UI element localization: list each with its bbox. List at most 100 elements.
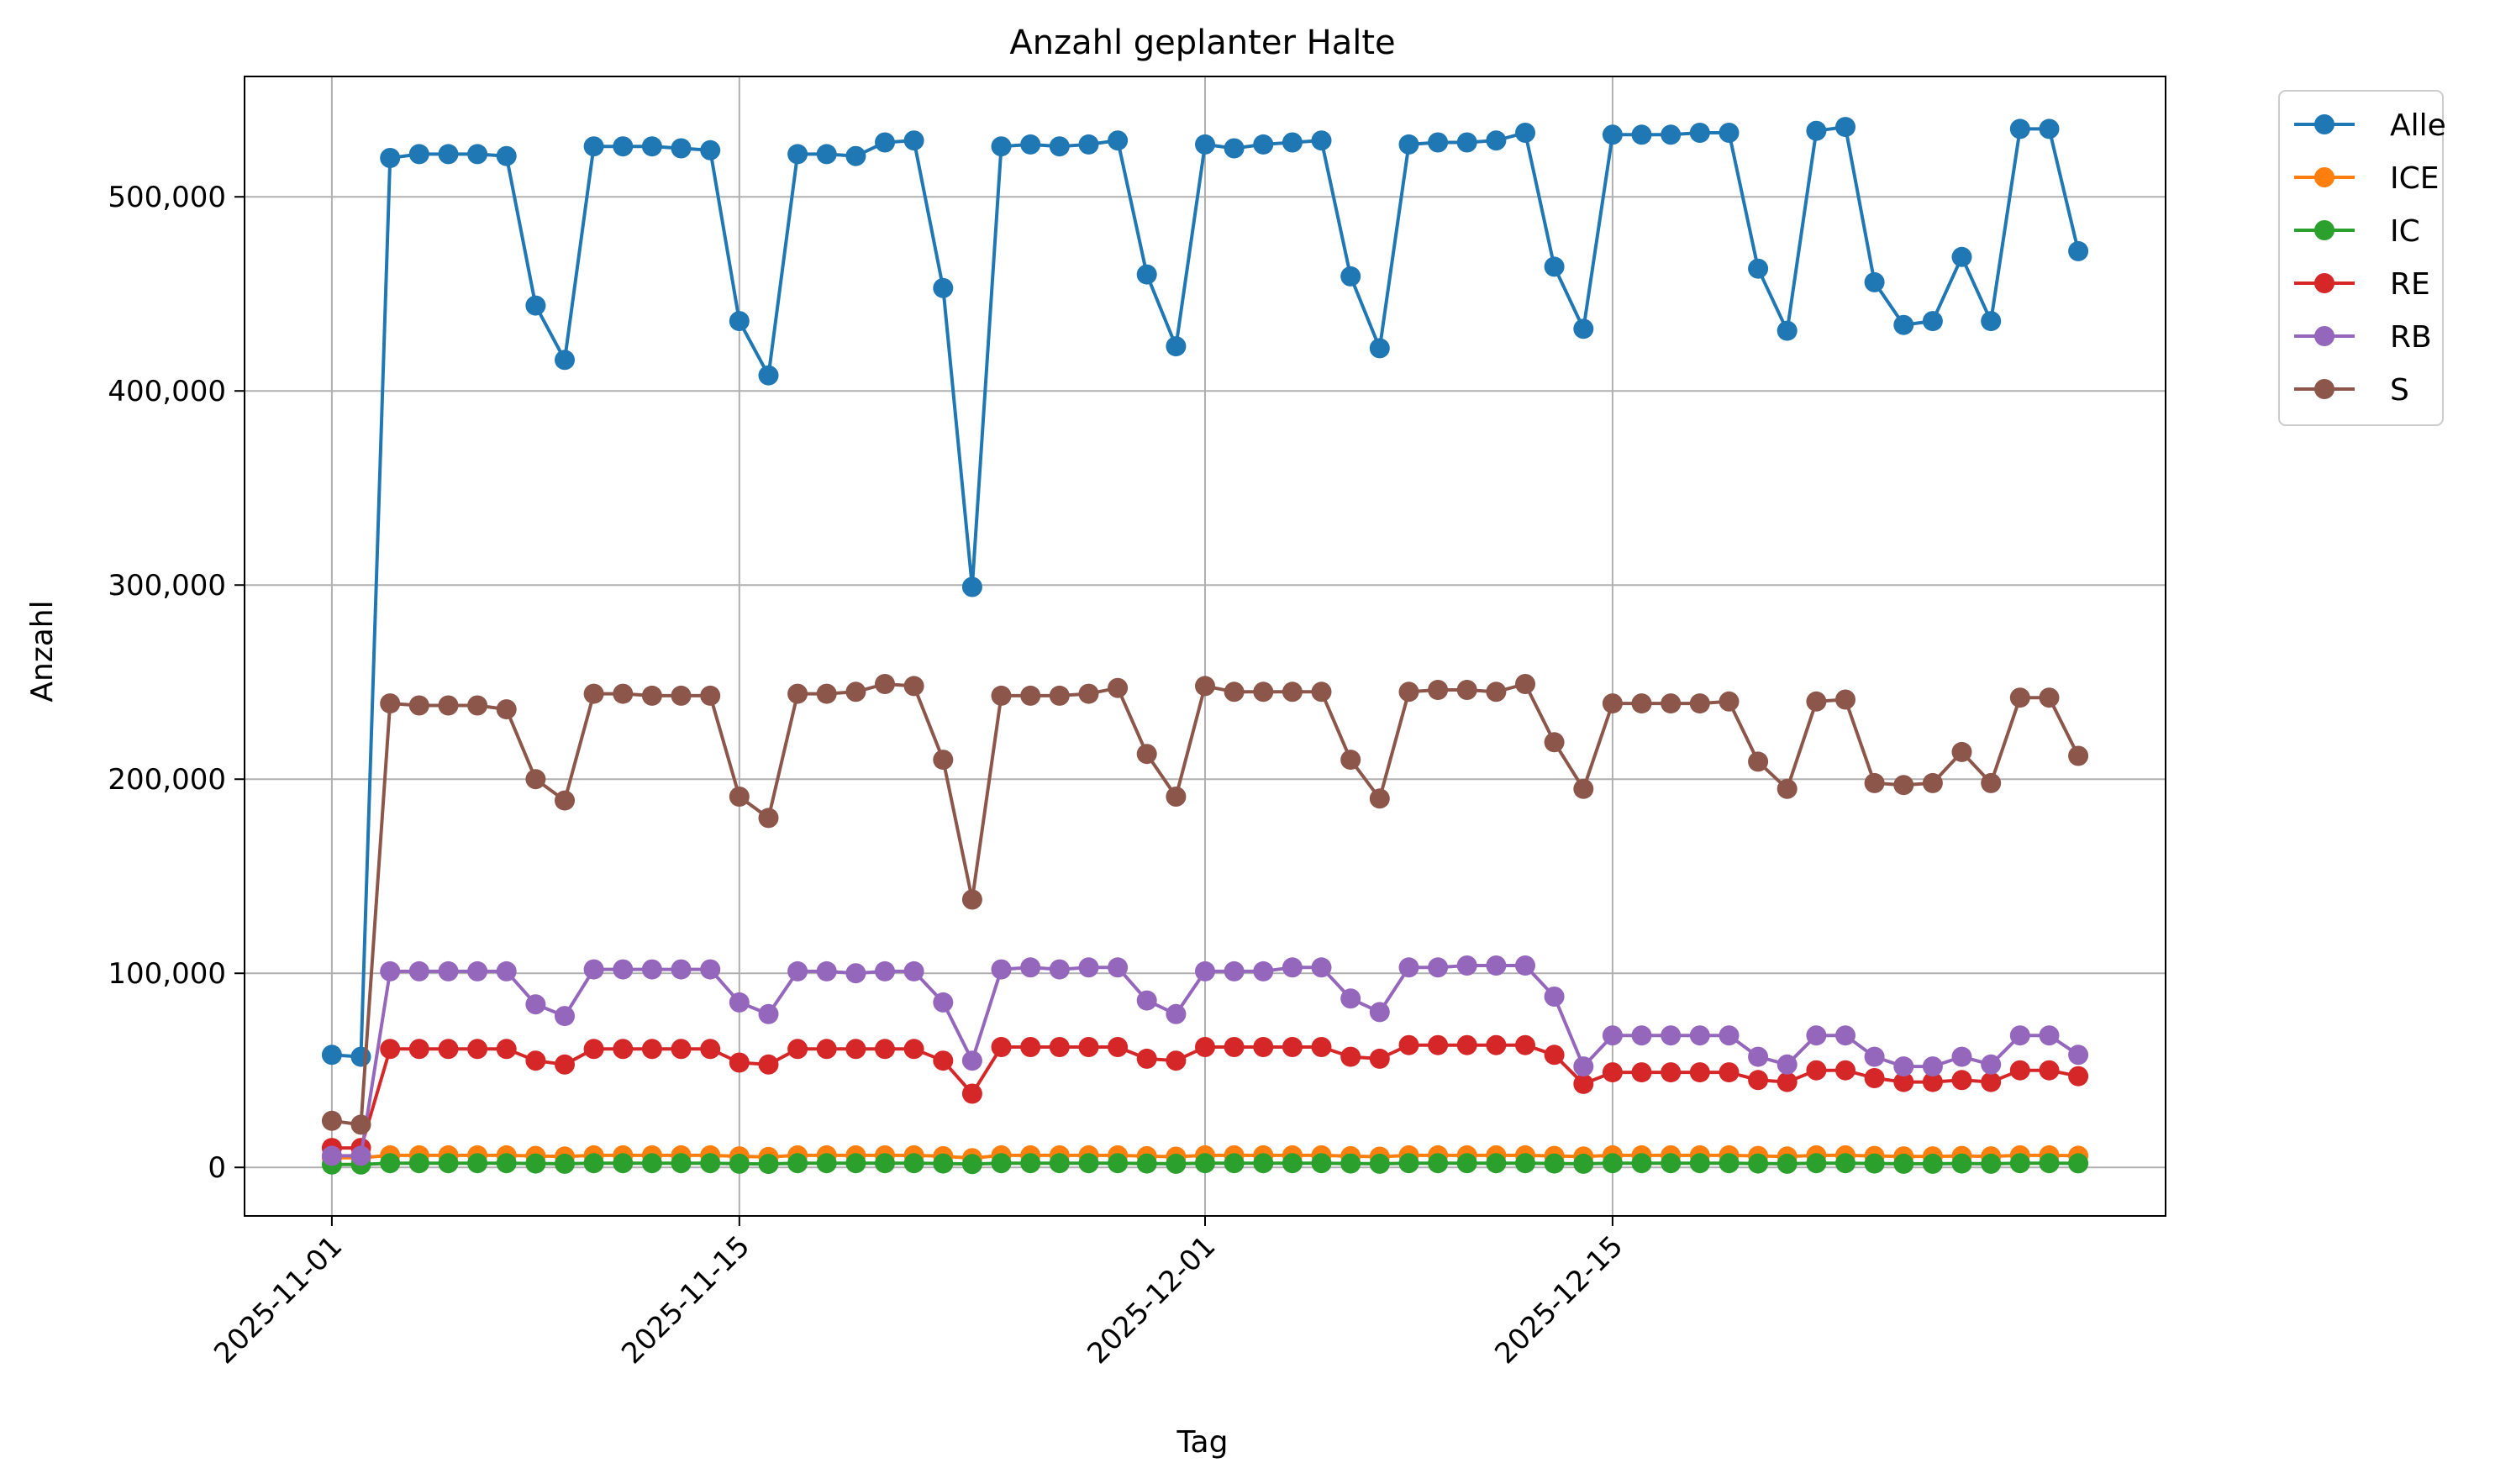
data-point [321, 1045, 342, 1066]
data-point [845, 963, 866, 984]
data-point [1573, 1056, 1594, 1077]
data-point [991, 685, 1012, 706]
data-point [1661, 1153, 1682, 1174]
data-point [1224, 681, 1245, 703]
data-point [700, 685, 721, 706]
data-point [1864, 1068, 1885, 1088]
data-point [1136, 990, 1157, 1011]
data-point [816, 683, 837, 704]
data-point [1922, 1056, 1943, 1077]
data-point [1486, 681, 1507, 703]
data-point [1748, 1153, 1769, 1174]
data-point [1544, 987, 1565, 1007]
data-point [903, 1039, 924, 1060]
data-point [671, 1153, 692, 1174]
legend-marker [2314, 220, 2334, 240]
data-point [700, 1039, 721, 1060]
data-point [875, 960, 895, 981]
data-point [1340, 266, 1361, 287]
data-point [1689, 1062, 1710, 1083]
data-point [2068, 745, 2089, 766]
data-point [1311, 957, 1332, 978]
data-point [2009, 1025, 2030, 1046]
data-point [2009, 118, 2030, 139]
data-point [671, 685, 692, 706]
data-point [2039, 1060, 2060, 1081]
data-point [875, 674, 895, 694]
data-point [1195, 134, 1215, 155]
data-point [1020, 134, 1041, 155]
data-point [1049, 1153, 1070, 1174]
data-point [816, 1039, 837, 1060]
data-point [700, 959, 721, 980]
y-tick-label: 200,000 [108, 763, 226, 797]
series-s [321, 674, 2089, 1135]
data-point [787, 1039, 808, 1060]
data-point [525, 295, 546, 316]
data-point [1224, 960, 1245, 981]
data-point [1398, 1034, 1419, 1055]
data-point [2068, 240, 2089, 261]
data-point [438, 960, 459, 981]
data-point [1020, 1037, 1041, 1057]
data-point [380, 1039, 401, 1060]
data-point [1166, 336, 1187, 357]
series-re [321, 1034, 2089, 1159]
data-point [321, 1110, 342, 1131]
data-point [1369, 1002, 1390, 1023]
data-point [1253, 134, 1274, 155]
data-point [1078, 134, 1099, 155]
data-point [350, 1145, 371, 1166]
data-point [903, 1153, 924, 1174]
data-point [1981, 772, 2002, 793]
data-point [2009, 1060, 2030, 1081]
data-point [321, 1145, 342, 1166]
data-point [1253, 960, 1274, 981]
legend-marker [2314, 379, 2334, 399]
data-point [496, 145, 517, 166]
data-point [2039, 118, 2060, 139]
data-point [1835, 689, 1855, 710]
data-point [1922, 311, 1943, 332]
data-point [496, 960, 517, 981]
data-point [408, 960, 429, 981]
data-point [933, 750, 954, 771]
data-point [1748, 751, 1769, 772]
legend-item-alle: Alle [2294, 108, 2446, 143]
legend-label: IC [2390, 214, 2420, 249]
data-point [1311, 681, 1332, 703]
data-point [1631, 1153, 1652, 1174]
data-point [1515, 1034, 1535, 1055]
data-point [1951, 741, 1972, 762]
data-point [991, 1153, 1012, 1174]
data-point [641, 959, 662, 980]
data-point [1456, 132, 1477, 153]
legend-item-rb: RB [2294, 320, 2432, 355]
data-point [1253, 1153, 1274, 1174]
data-point [1835, 117, 1855, 138]
data-point [1486, 1034, 1507, 1055]
data-point [816, 1153, 837, 1174]
data-point [438, 695, 459, 716]
data-point [1369, 1048, 1390, 1069]
data-point [1719, 123, 1740, 143]
legend-item-ic: IC [2294, 214, 2420, 249]
data-point [729, 1153, 750, 1174]
data-point [758, 1154, 779, 1175]
data-point [1311, 1153, 1332, 1174]
data-point [1544, 256, 1565, 277]
data-point [1166, 1050, 1187, 1071]
data-point [1573, 1153, 1594, 1174]
data-point [525, 994, 546, 1015]
data-point [933, 992, 954, 1013]
data-point [1224, 1037, 1245, 1057]
data-point [1951, 1153, 1972, 1174]
legend-label: Alle [2390, 108, 2446, 143]
data-point [1661, 693, 1682, 714]
data-point [1166, 1153, 1187, 1174]
data-point [933, 1050, 954, 1071]
data-point [1166, 787, 1187, 807]
data-point [1719, 691, 1740, 712]
data-point [1253, 681, 1274, 703]
data-point [1689, 1025, 1710, 1046]
